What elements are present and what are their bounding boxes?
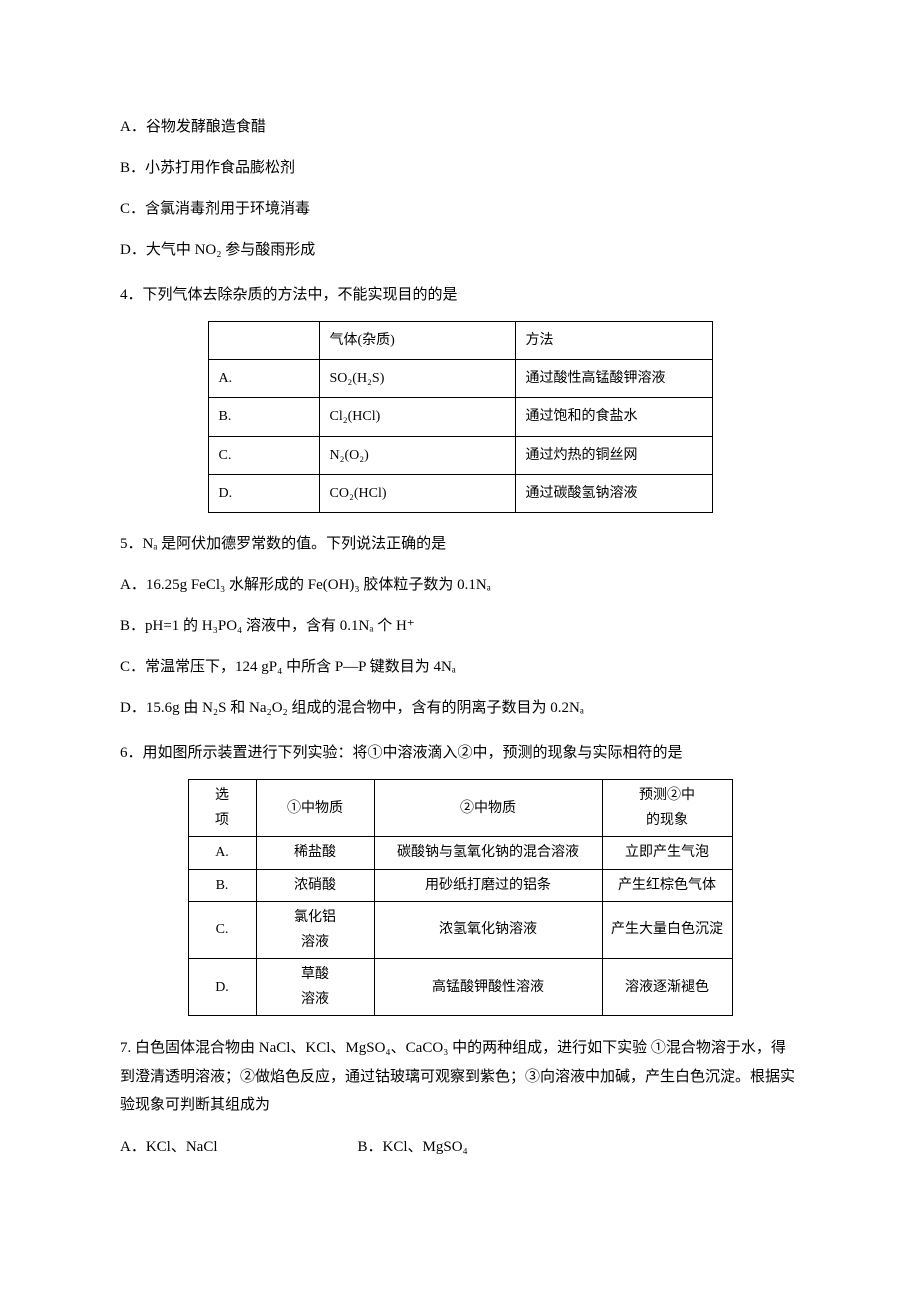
t2-header-sub2: ②中物质 [374, 779, 602, 836]
cell: 立即产生气泡 [602, 837, 732, 869]
cell: 氯化铝 溶液 [256, 901, 374, 958]
t2-header-option: 选 项 [188, 779, 256, 836]
question-5: 5．Nₐ 是阿伏加德罗常数的值。下列说法正确的是 [120, 531, 800, 558]
cell: 通过饱和的食盐水 [515, 398, 712, 436]
text: 的现象 [646, 813, 688, 828]
cell: 溶液逐渐褪色 [602, 959, 732, 1016]
cell: 通过灼热的铜丝网 [515, 436, 712, 474]
option-b: B．小苏打用作食品膨松剂 [120, 155, 800, 182]
text: 草酸 [301, 967, 329, 982]
q5-option-b: B．pH=1 的 H₃PO₄ 溶液中，含有 0.1Nₐ 个 H⁺ [120, 613, 800, 640]
cell: Cl₂(HCl) [319, 398, 515, 436]
text: 氯化铝 [294, 910, 336, 925]
cell: N₂(O₂) [319, 436, 515, 474]
t2-header-predict: 预测②中 的现象 [602, 779, 732, 836]
question-7: 7. 白色固体混合物由 NaCl、KCl、MgSO₄、CaCO₃ 中的两种组成，… [120, 1034, 800, 1120]
text: 选 [215, 788, 229, 803]
table-row: D. CO₂(HCl) 通过碳酸氢钠溶液 [208, 474, 712, 512]
q7-option-a: A．KCl、NaCl [120, 1134, 218, 1161]
question-4: 4．下列气体去除杂质的方法中，不能实现目的的是 [120, 282, 800, 309]
option-c: C．含氯消毒剂用于环境消毒 [120, 196, 800, 223]
cell: B. [188, 869, 256, 901]
text: 溶液 [301, 992, 329, 1007]
cell: A. [188, 837, 256, 869]
cell: 浓氢氧化钠溶液 [374, 901, 602, 958]
table-row: A. SO₂(H₂S) 通过酸性高锰酸钾溶液 [208, 360, 712, 398]
cell: 高锰酸钾酸性溶液 [374, 959, 602, 1016]
text: 项 [215, 813, 229, 828]
cell: 用砂纸打磨过的铝条 [374, 869, 602, 901]
text: 溶液 [301, 935, 329, 950]
cell: 产生红棕色气体 [602, 869, 732, 901]
table-row: C. 氯化铝 溶液 浓氢氧化钠溶液 产生大量白色沉淀 [188, 901, 732, 958]
cell: 产生大量白色沉淀 [602, 901, 732, 958]
option-d: D．大气中 NO₂ 参与酸雨形成 [120, 237, 800, 264]
q7-option-b: B．KCl、MgSO₄ [358, 1134, 468, 1161]
cell: 通过酸性高锰酸钾溶液 [515, 360, 712, 398]
option-a: A．谷物发酵酿造食醋 [120, 114, 800, 141]
t2-header-sub1: ①中物质 [256, 779, 374, 836]
table-row: C. N₂(O₂) 通过灼热的铜丝网 [208, 436, 712, 474]
q5-option-c: C．常温常压下，124 gP₄ 中所含 P—P 键数目为 4Nₐ [120, 654, 800, 681]
t1-header-method: 方法 [515, 322, 712, 360]
cell: C. [188, 901, 256, 958]
table-row: D. 草酸 溶液 高锰酸钾酸性溶液 溶液逐渐褪色 [188, 959, 732, 1016]
table-row: B. 浓硝酸 用砂纸打磨过的铝条 产生红棕色气体 [188, 869, 732, 901]
q5-option-a: A．16.25g FeCl₃ 水解形成的 Fe(OH)₃ 胶体粒子数为 0.1N… [120, 572, 800, 599]
table-row: B. Cl₂(HCl) 通过饱和的食盐水 [208, 398, 712, 436]
text: 预测②中 [639, 788, 695, 803]
cell: C. [208, 436, 319, 474]
cell: CO₂(HCl) [319, 474, 515, 512]
cell: 浓硝酸 [256, 869, 374, 901]
cell: 碳酸钠与氢氧化钠的混合溶液 [374, 837, 602, 869]
q5-option-d: D．15.6g 由 N₂S 和 Na₂O₂ 组成的混合物中，含有的阴离子数目为 … [120, 695, 800, 722]
t1-header-gas: 气体(杂质) [319, 322, 515, 360]
cell: 稀盐酸 [256, 837, 374, 869]
cell: B. [208, 398, 319, 436]
question-6: 6．用如图所示装置进行下列实验：将①中溶液滴入②中，预测的现象与实际相符的是 [120, 740, 800, 767]
table-q4: 气体(杂质) 方法 A. SO₂(H₂S) 通过酸性高锰酸钾溶液 B. Cl₂(… [208, 321, 713, 513]
cell: 草酸 溶液 [256, 959, 374, 1016]
table-q6: 选 项 ①中物质 ②中物质 预测②中 的现象 A. 稀盐酸 碳酸钠与氢氧化钠的混… [188, 779, 733, 1017]
cell: A. [208, 360, 319, 398]
cell: D. [208, 474, 319, 512]
cell: SO₂(H₂S) [319, 360, 515, 398]
cell: 通过碳酸氢钠溶液 [515, 474, 712, 512]
cell: D. [188, 959, 256, 1016]
table-row: A. 稀盐酸 碳酸钠与氢氧化钠的混合溶液 立即产生气泡 [188, 837, 732, 869]
